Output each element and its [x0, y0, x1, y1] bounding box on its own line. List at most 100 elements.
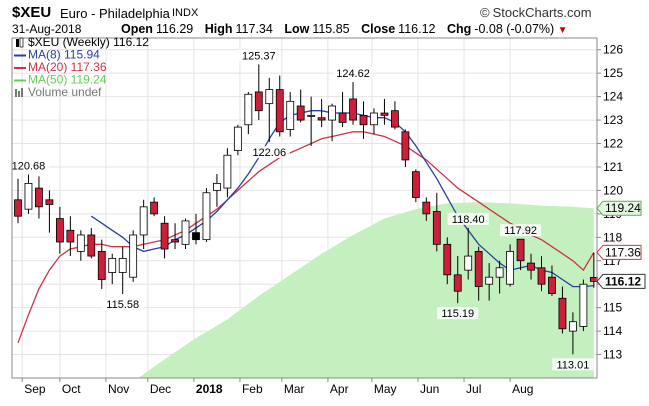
price-tag — [596, 244, 642, 260]
price-annotation: 120.68 — [12, 160, 46, 172]
exchange-label: INDX — [172, 7, 199, 19]
price-annotation: 118.40 — [452, 214, 485, 226]
open-label: Open — [121, 22, 153, 36]
candle-body — [254, 91, 263, 112]
candle-body — [506, 250, 514, 285]
low-label: Low — [284, 22, 310, 36]
candle-body — [548, 276, 556, 294]
candle-body — [579, 283, 588, 327]
price-annotation: 115.19 — [441, 308, 474, 320]
chg-label: Chg — [446, 22, 472, 36]
y-tick-label: 121 — [603, 160, 623, 174]
candle-body — [474, 250, 483, 287]
candle-body — [76, 234, 85, 252]
candle-body — [380, 112, 389, 116]
candle-body — [275, 89, 284, 133]
candle-body — [87, 234, 96, 257]
candle-body — [349, 98, 357, 121]
brand-name: StockCharts.com — [492, 5, 592, 20]
annotation-bg — [332, 67, 374, 80]
annotation-bg — [499, 224, 542, 237]
candle-body — [569, 321, 577, 332]
candle-body — [422, 201, 431, 215]
y-tick-label: 113 — [603, 348, 622, 362]
high-label: High — [204, 22, 233, 36]
y-tick-label: 118 — [603, 230, 622, 244]
x-tick-label: Jul — [466, 382, 481, 396]
symbol-description: Euro - Philadelphia — [60, 6, 170, 21]
x-tick-label: Jun — [420, 382, 439, 396]
annotation-bg — [7, 159, 50, 172]
x-tick-label: Aug — [512, 382, 533, 396]
legend-entry: MA(8) 115.94 — [28, 48, 100, 62]
candle-body — [45, 199, 54, 205]
brand-link[interactable]: © StockCharts.com — [480, 5, 592, 20]
annotation-bg — [552, 358, 594, 371]
legend-entry: Volume undef — [28, 85, 102, 99]
chg-value: -0.08 (-0.07%) — [474, 22, 555, 36]
legend-candle-icon — [16, 39, 19, 47]
annotation-bg — [437, 307, 479, 320]
x-tick-label: Sep — [24, 382, 46, 396]
y-tick-label: 114 — [603, 324, 622, 338]
price-tag-label: 119.24 — [605, 201, 641, 215]
candle-body — [118, 258, 127, 273]
open-value: 116.29 — [155, 22, 194, 36]
candle-body — [129, 234, 138, 278]
candle-body — [265, 89, 274, 105]
ma20-line — [17, 131, 595, 344]
y-tick-label: 120 — [603, 183, 623, 197]
candle-body — [307, 114, 316, 117]
legend-candle-icon — [19, 37, 24, 48]
copyright-icon: © — [480, 5, 490, 20]
candle-body — [359, 114, 368, 126]
annotation-bg — [102, 298, 144, 311]
chart-date: 31-Aug-2018 — [12, 22, 82, 36]
legend-volume-icon — [21, 88, 23, 97]
x-tick-label: May — [374, 382, 397, 396]
price-tag — [596, 273, 646, 289]
chart-header: $XEU Euro - Philadelphia INDX © StockChar… — [0, 0, 649, 38]
symbol-label: $XEU — [12, 4, 52, 21]
price-tag-label: 117.36 — [605, 245, 641, 259]
x-tick-label: 2018 — [196, 382, 223, 396]
candle-body — [97, 250, 106, 280]
annotation-bg — [447, 212, 489, 225]
down-arrow-icon: ▼ — [557, 25, 568, 36]
price-annotation: 117.92 — [504, 225, 537, 237]
price-annotation: 115.58 — [106, 299, 139, 311]
close-value: 116.12 — [398, 22, 436, 36]
candle-body — [443, 243, 452, 276]
x-tick-label: Dec — [150, 382, 171, 396]
price-annotation: 113.01 — [556, 359, 589, 371]
x-tick-label: Nov — [108, 382, 129, 396]
y-tick-label: 123 — [603, 113, 623, 127]
annotation-bg — [248, 146, 290, 159]
candle-body — [411, 171, 420, 198]
low-value: 115.85 — [312, 22, 350, 36]
candle-body — [537, 267, 546, 285]
candle-body — [453, 274, 462, 292]
candle-body — [527, 262, 535, 271]
candle-body — [244, 93, 253, 126]
candle-body — [139, 206, 148, 236]
y-tick-label: 122 — [603, 137, 623, 151]
legend-entry: MA(50) 119.24 — [28, 73, 107, 87]
candle-body — [516, 238, 525, 262]
candle-body — [171, 239, 179, 243]
candle-body — [432, 211, 441, 245]
candle-body — [35, 187, 43, 208]
candle-body — [485, 276, 494, 285]
candle-body — [589, 277, 598, 282]
close-label: Close — [361, 22, 396, 36]
candle-body — [108, 258, 117, 273]
x-tick-label: Apr — [330, 382, 349, 396]
candle-body — [558, 297, 567, 330]
y-tick-label: 125 — [603, 66, 623, 80]
candle-body — [233, 126, 242, 151]
candle-body — [370, 112, 378, 126]
annotation-bg — [238, 49, 280, 62]
price-annotation: 124.62 — [336, 68, 370, 80]
legend-volume-icon — [15, 89, 17, 97]
